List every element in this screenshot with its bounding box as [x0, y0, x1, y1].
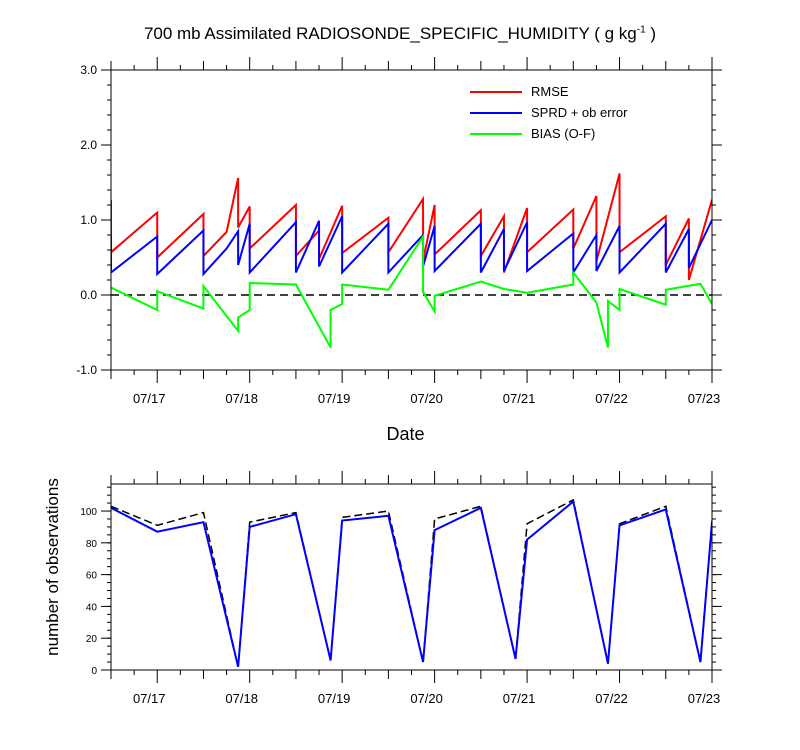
- y-tick-label: 100: [80, 507, 97, 518]
- y-tick-label: 80: [86, 539, 98, 550]
- x-tick-label: 07/19: [318, 691, 351, 706]
- legend: RMSE SPRD + ob error BIAS (O-F): [470, 84, 628, 141]
- y-tick-label: 0.0: [80, 288, 97, 302]
- series-line-bias-o-f: [111, 233, 712, 348]
- chart-title-text: 700 mb Assimilated RADIOSONDE_SPECIFIC_H…: [143, 24, 637, 43]
- x-tick-label: 07/20: [410, 691, 443, 706]
- y-axis-title: number of observations: [43, 478, 62, 656]
- legend-label: RMSE: [531, 84, 569, 99]
- chart-title: 700 mb Assimilated RADIOSONDE_SPECIFIC_H…: [0, 24, 800, 44]
- series-line-assimilated: [111, 499, 712, 668]
- x-tick-label: 07/20: [410, 391, 443, 406]
- top-panel: 07/17 07/18 07/19 07/20 07/21 07/22 07/23 -1.0 0…: [76, 57, 722, 444]
- y-tick-label: -1.0: [76, 363, 97, 377]
- series-line-sprd-ob-error: [111, 215, 712, 277]
- chart-title-suffix: ): [645, 24, 657, 43]
- bottom-panel-frame: [110, 483, 713, 671]
- bottom-panel-series: [111, 498, 712, 668]
- top-panel-series: [111, 173, 712, 348]
- x-tick-label: 07/23: [688, 391, 721, 406]
- chart-title-exponent: -1: [636, 24, 646, 36]
- x-tick-label: 07/17: [133, 391, 166, 406]
- x-tick-label: 07/23: [688, 691, 721, 706]
- x-tick-label: 07/18: [225, 691, 258, 706]
- legend-label: BIAS (O-F): [531, 126, 595, 141]
- bottom-panel: 07/17 07/18 07/19 07/20 07/21 07/22 07/23 0 20 40…: [43, 471, 722, 706]
- y-tick-label: 20: [86, 634, 98, 645]
- x-tick-label: 07/18: [225, 391, 258, 406]
- y-tick-label: 3.0: [80, 63, 97, 77]
- x-tick-label: 07/17: [133, 691, 166, 706]
- legend-label: SPRD + ob error: [531, 105, 628, 120]
- series-line-rmse: [111, 173, 712, 281]
- y-tick-label: 60: [86, 571, 98, 582]
- y-tick-label: 40: [86, 602, 98, 613]
- x-tick-label: 07/22: [595, 691, 628, 706]
- y-tick-label: 2.0: [80, 138, 97, 152]
- y-tick-label: 0: [91, 666, 97, 677]
- x-axis-title: Date: [386, 424, 424, 444]
- x-tick-label: 07/19: [318, 391, 351, 406]
- y-tick-label: 1.0: [80, 213, 97, 227]
- x-tick-label: 07/22: [595, 391, 628, 406]
- x-tick-label: 07/21: [503, 391, 536, 406]
- x-tick-label: 07/21: [503, 691, 536, 706]
